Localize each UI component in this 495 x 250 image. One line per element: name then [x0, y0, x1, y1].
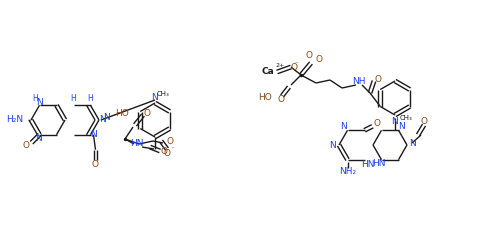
Text: HN: HN: [130, 138, 144, 147]
Text: NH: NH: [352, 76, 366, 86]
Text: HN: HN: [372, 159, 385, 168]
Text: ⁻: ⁻: [294, 60, 298, 68]
Text: NH₂: NH₂: [339, 167, 356, 176]
Text: N: N: [330, 140, 337, 149]
Text: O: O: [23, 141, 30, 150]
Text: H: H: [71, 94, 76, 103]
Text: HO: HO: [115, 108, 129, 118]
Text: O: O: [420, 116, 428, 126]
Text: N: N: [103, 112, 110, 122]
Text: O: O: [305, 50, 312, 59]
Text: CH₃: CH₃: [156, 91, 169, 97]
Text: O: O: [374, 119, 381, 128]
Text: N: N: [392, 116, 398, 126]
Text: H: H: [33, 94, 39, 103]
Text: 2+: 2+: [275, 63, 284, 68]
Text: H₂N: H₂N: [6, 116, 23, 124]
Text: N: N: [409, 138, 415, 147]
Text: H: H: [88, 94, 94, 103]
Text: O: O: [92, 160, 99, 169]
Text: N: N: [340, 122, 347, 131]
Text: O: O: [144, 108, 150, 118]
Text: N: N: [151, 94, 158, 102]
Text: N: N: [35, 134, 42, 143]
Text: O: O: [291, 62, 297, 72]
Text: O: O: [375, 74, 382, 84]
Text: HO: HO: [258, 94, 272, 102]
Text: O: O: [160, 148, 167, 156]
Text: N: N: [36, 98, 43, 107]
Text: O: O: [278, 96, 285, 104]
Text: N: N: [99, 116, 105, 124]
Text: N: N: [398, 122, 405, 131]
Text: O: O: [166, 138, 174, 146]
Text: HN: HN: [361, 160, 374, 169]
Text: ⁻: ⁻: [170, 144, 174, 154]
Text: O: O: [315, 54, 323, 64]
Text: O: O: [163, 148, 170, 158]
Text: CH₃: CH₃: [399, 115, 412, 121]
Text: N: N: [90, 130, 97, 139]
Text: Ca: Ca: [262, 68, 274, 76]
